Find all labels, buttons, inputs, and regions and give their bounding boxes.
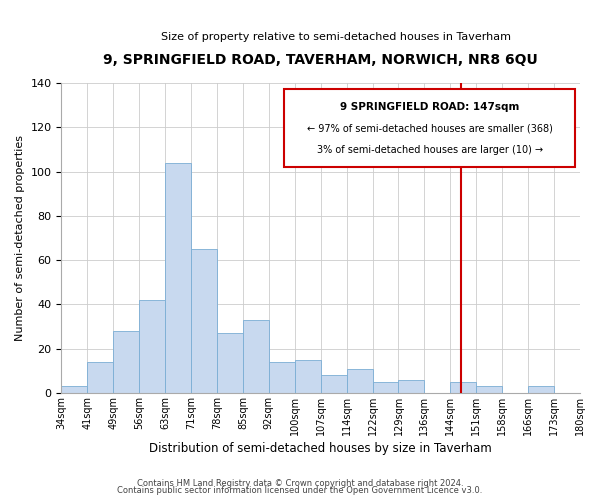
X-axis label: Distribution of semi-detached houses by size in Taverham: Distribution of semi-detached houses by …: [149, 442, 492, 455]
Bar: [88, 362, 113, 393]
FancyBboxPatch shape: [284, 89, 575, 166]
Bar: [139, 300, 165, 393]
Bar: [451, 382, 476, 393]
Bar: [528, 386, 554, 393]
Text: Size of property relative to semi-detached houses in Taverham: Size of property relative to semi-detach…: [161, 32, 511, 42]
Title: 9, SPRINGFIELD ROAD, TAVERHAM, NORWICH, NR8 6QU: 9, SPRINGFIELD ROAD, TAVERHAM, NORWICH, …: [103, 52, 538, 66]
Bar: [113, 331, 139, 393]
Y-axis label: Number of semi-detached properties: Number of semi-detached properties: [15, 135, 25, 341]
Bar: [321, 375, 347, 393]
Bar: [61, 386, 88, 393]
Text: 3% of semi-detached houses are larger (10) →: 3% of semi-detached houses are larger (1…: [317, 145, 542, 155]
Bar: [295, 360, 321, 393]
Bar: [165, 162, 191, 393]
Bar: [191, 249, 217, 393]
Bar: [269, 362, 295, 393]
Bar: [217, 333, 243, 393]
Bar: [347, 368, 373, 393]
Bar: [398, 380, 424, 393]
Text: Contains HM Land Registry data © Crown copyright and database right 2024.: Contains HM Land Registry data © Crown c…: [137, 478, 463, 488]
Bar: [476, 386, 502, 393]
Bar: [373, 382, 398, 393]
Text: ← 97% of semi-detached houses are smaller (368): ← 97% of semi-detached houses are smalle…: [307, 123, 553, 133]
Text: Contains public sector information licensed under the Open Government Licence v3: Contains public sector information licen…: [118, 486, 482, 495]
Bar: [243, 320, 269, 393]
Text: 9 SPRINGFIELD ROAD: 147sqm: 9 SPRINGFIELD ROAD: 147sqm: [340, 102, 519, 112]
